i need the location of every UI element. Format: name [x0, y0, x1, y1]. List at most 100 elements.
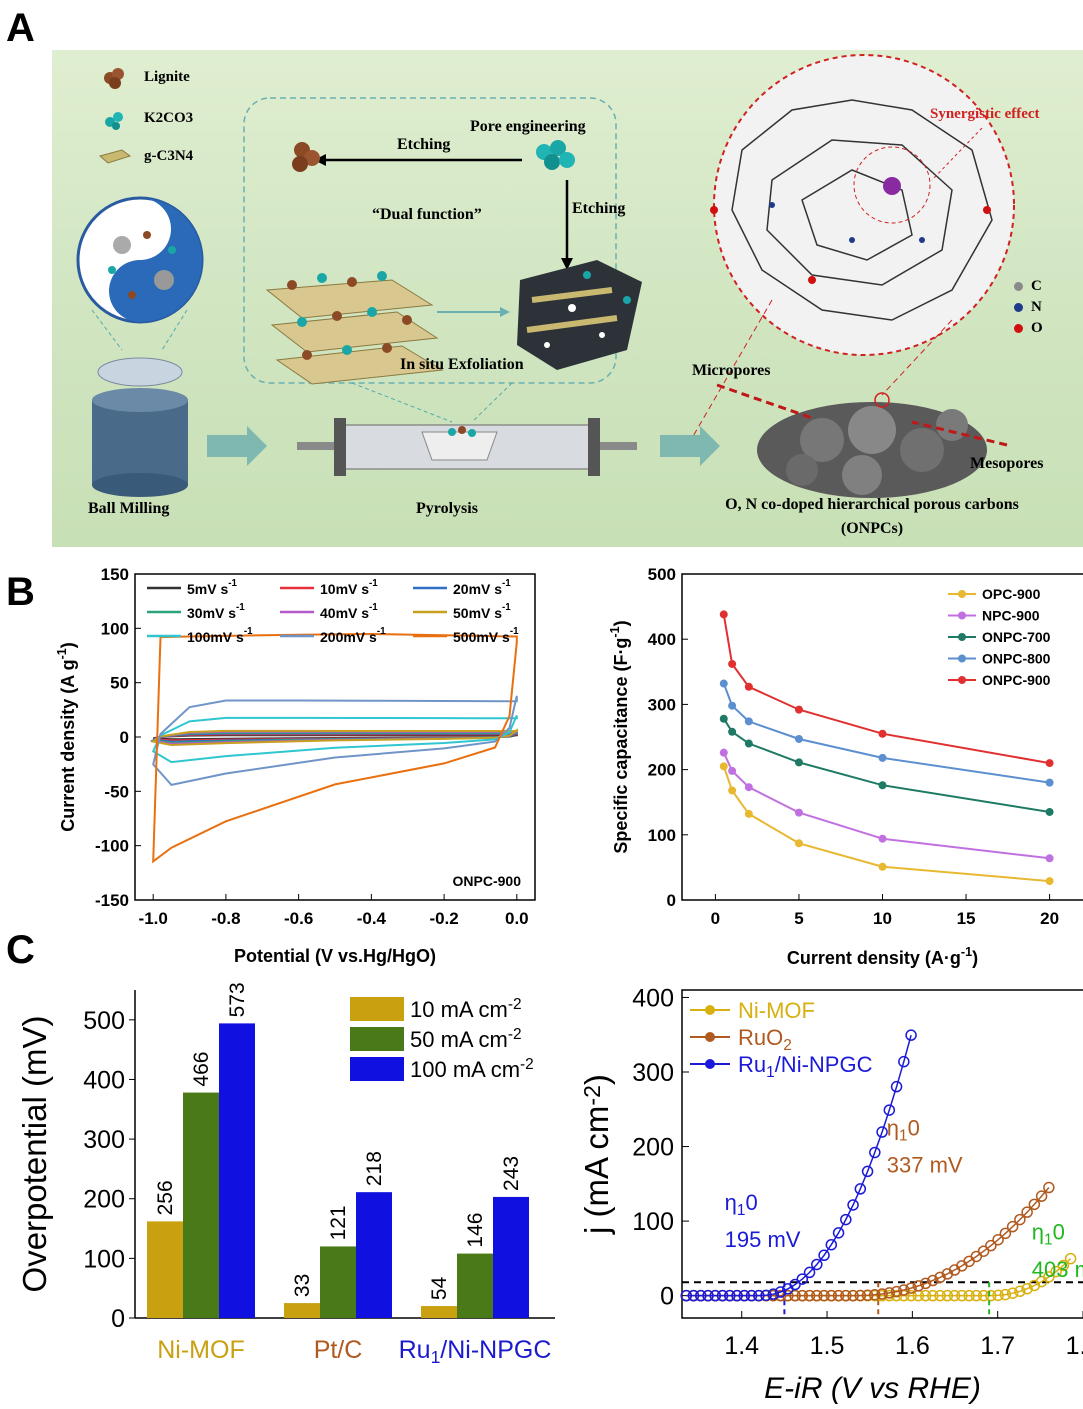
data-point	[744, 739, 753, 748]
data-point	[738, 1289, 751, 1302]
data-point	[898, 1055, 910, 1068]
cv-curve	[151, 715, 518, 764]
data-point	[1021, 1282, 1033, 1295]
legend-label: ONPC-800	[982, 651, 1051, 667]
data-point	[728, 766, 737, 775]
eta-value: 403 mV	[1032, 1257, 1083, 1282]
data-point	[818, 1249, 830, 1262]
legend-label: 200mV s-1	[320, 626, 386, 645]
atom-o-icon	[1014, 324, 1023, 333]
data-point	[890, 1289, 903, 1302]
legend-marker	[958, 654, 966, 663]
bar-value-label: 121	[327, 1205, 350, 1240]
y-tick-label: 100	[83, 1245, 125, 1273]
data-point	[1045, 778, 1054, 787]
data-point	[825, 1238, 838, 1251]
data-point	[789, 1289, 801, 1302]
eta-label: η10	[725, 1190, 758, 1219]
x-tick-label: 10	[873, 909, 892, 928]
data-point	[728, 659, 737, 668]
y-tick-label: 200	[632, 1134, 674, 1162]
x-tick-label: 1.4	[724, 1332, 759, 1360]
data-point	[744, 783, 753, 792]
x-tick-label: 1.7	[980, 1332, 1015, 1360]
panel-letter-a: A	[6, 6, 35, 50]
y-tick-label: -150	[95, 891, 129, 910]
data-point	[719, 714, 728, 723]
y-tick-label: 0	[111, 1305, 125, 1333]
data-point	[1064, 1252, 1077, 1265]
data-point	[878, 834, 887, 843]
data-point	[1006, 1220, 1019, 1233]
y-tick-label: 100	[101, 619, 129, 638]
data-point	[728, 786, 737, 795]
data-point	[794, 734, 803, 743]
data-point	[861, 1165, 874, 1178]
y-axis-label: Specific capacitance (F·g-1)	[608, 620, 631, 853]
data-point	[731, 1289, 743, 1302]
data-point	[878, 729, 887, 738]
legend-gc3n4: g-C3N4	[144, 148, 194, 164]
schematic-panel: Lignite K2CO3 g-C3N4 Pore engineering Et…	[52, 50, 1083, 547]
tube-furnace-icon	[297, 418, 637, 476]
y-tick-label: -100	[95, 837, 129, 856]
data-point	[1028, 1198, 1041, 1211]
atom-c-icon	[1014, 282, 1023, 291]
data-point	[687, 1289, 700, 1302]
series-line	[722, 765, 1050, 883]
legend-marker	[705, 1005, 715, 1015]
data-point	[985, 1289, 997, 1302]
data-point	[719, 748, 728, 757]
data-point	[680, 1289, 693, 1302]
data-point	[876, 1288, 888, 1300]
eta-value: 337 mV	[887, 1153, 963, 1178]
data-point	[724, 1289, 736, 1302]
data-point	[992, 1289, 1004, 1302]
data-point	[744, 809, 753, 818]
y-tick-label: 400	[632, 984, 674, 1012]
lignite-icon	[104, 68, 124, 89]
legend-label: 100 mA cm-2	[410, 1056, 534, 1082]
atom-n-label: N	[1031, 299, 1042, 315]
y-tick-label: 200	[83, 1186, 125, 1214]
data-point	[963, 1289, 975, 1302]
data-point	[774, 1286, 787, 1298]
y-tick-label: 50	[110, 674, 129, 693]
data-point	[1050, 1265, 1062, 1278]
data-point	[941, 1289, 954, 1302]
arrow-icon	[660, 426, 720, 466]
data-point	[1045, 854, 1054, 863]
process-box	[243, 97, 617, 384]
data-point	[1045, 807, 1054, 816]
legend-marker	[958, 590, 966, 598]
data-point	[992, 1233, 1004, 1246]
layered-sheets-icon	[265, 271, 444, 385]
label-in-situ: In situ Exfoliation	[400, 356, 524, 373]
cv-curve	[152, 632, 518, 864]
y-tick-label: 200	[648, 761, 676, 780]
data-point	[719, 610, 728, 619]
data-point	[912, 1280, 925, 1292]
data-point	[970, 1289, 983, 1302]
data-point	[883, 1104, 896, 1116]
porous-carbon-icon	[716, 383, 1008, 498]
data-point	[919, 1289, 932, 1302]
x-tick-label: 1.6	[895, 1332, 930, 1360]
legend-label: NPC-900	[982, 608, 1040, 624]
data-point	[811, 1289, 823, 1302]
data-point	[760, 1289, 772, 1302]
data-point	[847, 1289, 859, 1302]
data-point	[878, 753, 887, 762]
bar	[493, 1196, 529, 1318]
bar	[320, 1246, 356, 1318]
label-etching-top: Etching	[397, 136, 451, 153]
legend-swatch	[350, 997, 404, 1021]
legend-label: 500mV s-1	[453, 626, 519, 645]
data-point	[1045, 877, 1054, 886]
lsv-chart: 0 100 200 300 400 1.4 1.5 1.6 1.7 1.8 E-iR (V vs R…	[578, 984, 1083, 1405]
data-point	[869, 1146, 881, 1159]
data-point	[774, 1289, 787, 1302]
bar-value-label: 573	[226, 982, 249, 1017]
y-tick-label: 0	[667, 891, 676, 910]
y-tick-label: 300	[648, 695, 676, 714]
